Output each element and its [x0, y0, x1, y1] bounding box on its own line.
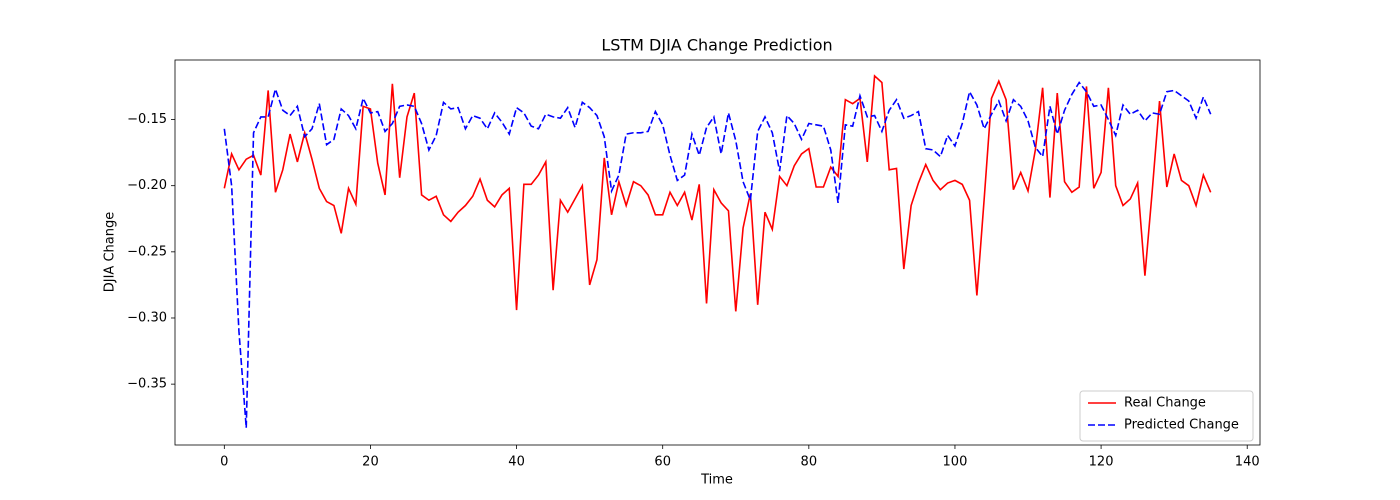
x-tick-label: 20: [362, 455, 379, 470]
x-tick-label: 40: [508, 455, 525, 470]
x-tick-label: 100: [943, 455, 968, 470]
x-tick-label: 60: [654, 455, 671, 470]
legend-label: Predicted Change: [1124, 418, 1239, 433]
chart-title: LSTM DJIA Change Prediction: [601, 36, 832, 55]
x-tick-label: 80: [801, 455, 818, 470]
x-tick-label: 140: [1235, 455, 1260, 470]
data-line: [223, 74, 1212, 312]
y-tick-label: −0.35: [127, 377, 167, 392]
x-axis-label: Time: [700, 473, 733, 488]
legend-label: Real Change: [1124, 396, 1206, 411]
data-line: [223, 81, 1212, 428]
y-tick-label: −0.25: [127, 244, 167, 259]
y-axis-label: DJIA Change: [103, 212, 118, 292]
legend-box: [1079, 390, 1254, 442]
y-tick-label: −0.15: [127, 112, 167, 127]
axes-frame: [174, 59, 1261, 446]
x-tick-label: 0: [220, 455, 228, 470]
y-tick-label: −0.20: [127, 178, 167, 193]
y-tick-label: −0.30: [127, 310, 167, 325]
x-tick-label: 120: [1089, 455, 1114, 470]
legend: Real Change Predicted Change: [1079, 390, 1254, 442]
